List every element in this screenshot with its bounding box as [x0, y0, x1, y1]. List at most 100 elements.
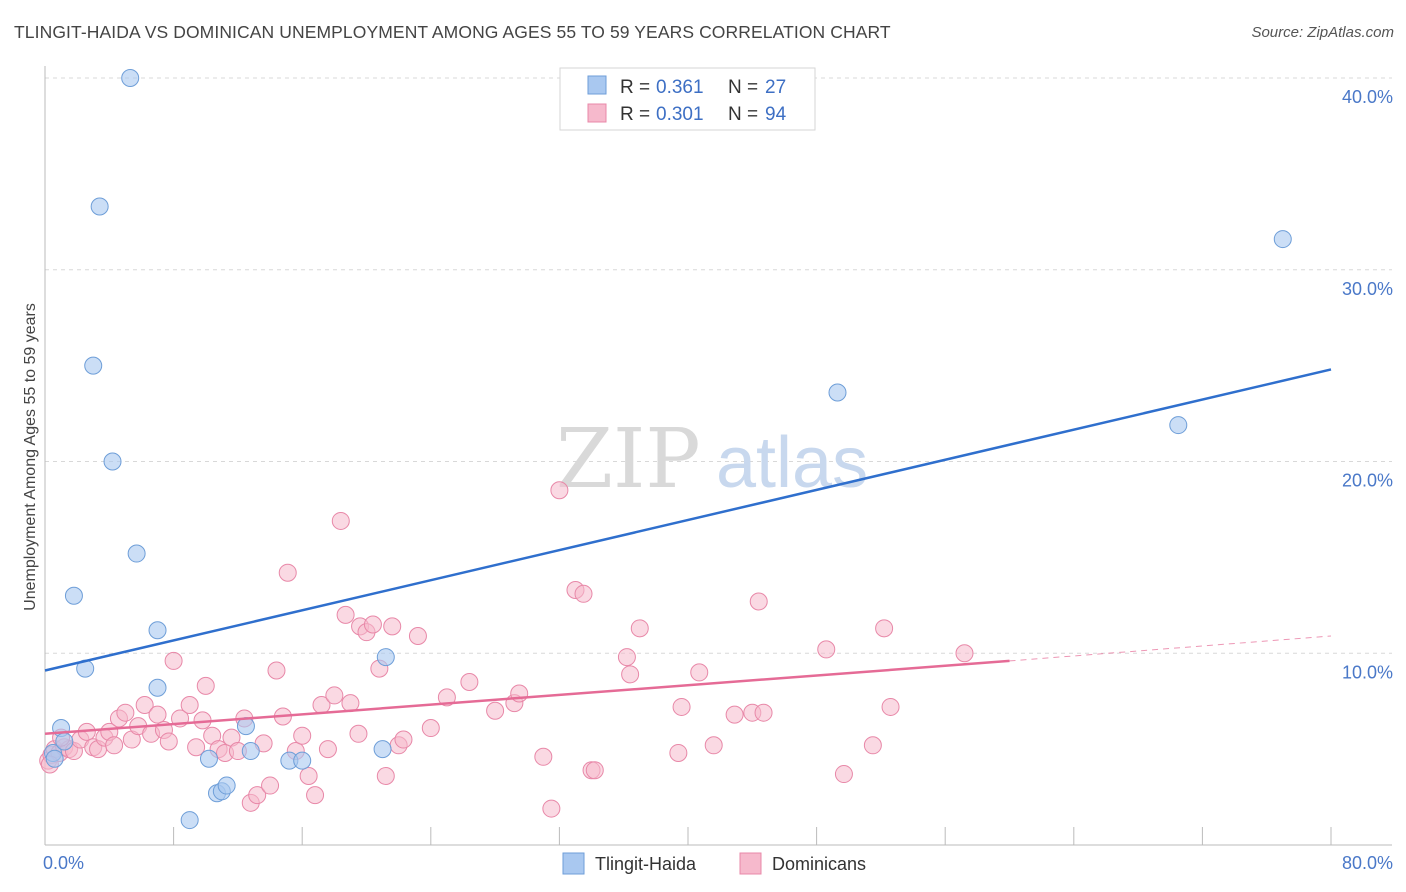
- data-point-tlingit-haida: [180, 811, 199, 830]
- x-tick-label: 0.0%: [43, 853, 84, 873]
- data-point-dominicans: [437, 688, 456, 707]
- legend-r-label-2: R =: [620, 104, 650, 125]
- data-point-dominicans: [408, 626, 427, 645]
- data-point-dominicans: [331, 511, 350, 530]
- data-point-dominicans: [164, 651, 183, 670]
- legend-n-label-1: N =: [728, 77, 758, 98]
- data-point-dominicans: [278, 563, 297, 582]
- data-point-tlingit-haida: [148, 678, 167, 697]
- x-tick-labels: 0.0% 80.0%: [43, 853, 1393, 873]
- data-point-dominicans: [349, 724, 368, 743]
- legend-n-value-2: 94: [765, 104, 787, 125]
- data-point-dominicans: [630, 619, 649, 638]
- axes: [44, 66, 1392, 846]
- data-point-dominicans: [486, 701, 505, 720]
- y-axis-label: Unemployment Among Ages 55 to 59 years: [22, 303, 39, 611]
- data-point-dominicans: [394, 730, 413, 749]
- data-point-dominicans: [585, 761, 604, 780]
- data-point-dominicans: [672, 697, 691, 716]
- bottom-legend-swatch-tlingit-haida: [562, 852, 585, 875]
- data-point-dominicans: [621, 665, 640, 684]
- trend-line-tlingit-haida: [44, 368, 1332, 672]
- data-point-dominicans: [148, 705, 167, 724]
- legend-swatch-dominicans: [587, 103, 607, 123]
- series-dominicans: [39, 481, 974, 818]
- trend-line-dominicans: [44, 659, 1010, 736]
- data-point-dominicans: [306, 786, 325, 805]
- data-point-tlingit-haida: [90, 197, 109, 216]
- data-point-dominicans: [159, 732, 178, 751]
- watermark-atlas: atlas: [716, 423, 868, 503]
- bottom-legend-label-dominicans: Dominicans: [772, 854, 866, 874]
- legend-r-value-1: 0.361: [656, 77, 704, 98]
- data-point-tlingit-haida: [217, 776, 236, 795]
- data-point-tlingit-haida: [828, 383, 847, 402]
- bottom-legend: Tlingit-Haida Dominicans: [562, 852, 866, 875]
- y-tick-label: 30.0%: [1342, 279, 1393, 299]
- series-tlingit-haida: [44, 69, 1292, 830]
- data-point-dominicans: [704, 736, 723, 755]
- data-point-dominicans: [955, 644, 974, 663]
- legend-swatch-tlingit-haida: [587, 75, 607, 95]
- data-point-tlingit-haida: [1273, 230, 1292, 249]
- data-point-tlingit-haida: [376, 648, 395, 667]
- source-label: Source: ZipAtlas.com: [1251, 24, 1394, 41]
- data-point-dominicans: [817, 640, 836, 659]
- data-point-dominicans: [187, 738, 206, 757]
- data-point-dominicans: [293, 726, 312, 745]
- data-point-dominicans: [261, 776, 280, 795]
- data-point-tlingit-haida: [64, 586, 83, 605]
- trend-line-dominicans-extension: [1009, 635, 1332, 662]
- trend-lines: [44, 368, 1332, 736]
- data-point-dominicans: [336, 605, 355, 624]
- data-point-tlingit-haida: [84, 356, 103, 375]
- data-point-dominicans: [669, 743, 688, 762]
- data-point-dominicans: [834, 765, 853, 784]
- data-point-tlingit-haida: [121, 69, 140, 87]
- legend-r-label-1: R =: [620, 77, 650, 98]
- y-tick-label: 40.0%: [1342, 87, 1393, 107]
- data-point-dominicans: [376, 766, 395, 785]
- data-point-dominicans: [363, 615, 382, 634]
- data-point-tlingit-haida: [199, 749, 218, 768]
- data-point-dominicans: [690, 663, 709, 682]
- x-tick-label: 80.0%: [1342, 853, 1393, 873]
- data-point-dominicans: [105, 736, 124, 755]
- legend-n-value-1: 27: [765, 77, 786, 98]
- data-point-dominicans: [617, 648, 636, 667]
- data-point-dominicans: [725, 705, 744, 724]
- data-point-dominicans: [299, 766, 318, 785]
- data-point-tlingit-haida: [55, 732, 74, 751]
- data-point-dominicans: [754, 703, 773, 722]
- y-tick-label: 20.0%: [1342, 471, 1393, 491]
- data-point-dominicans: [135, 696, 154, 715]
- data-point-dominicans: [196, 676, 215, 695]
- data-point-dominicans: [550, 481, 569, 500]
- legend-r-value-2: 0.301: [656, 104, 704, 125]
- data-point-dominicans: [421, 719, 440, 738]
- data-point-tlingit-haida: [241, 742, 260, 761]
- data-point-dominicans: [460, 673, 479, 692]
- data-point-dominicans: [574, 584, 593, 603]
- data-point-tlingit-haida: [293, 751, 312, 770]
- y-tick-labels: 10.0% 20.0% 30.0% 40.0%: [1342, 87, 1393, 682]
- data-point-dominicans: [116, 703, 135, 722]
- data-point-tlingit-haida: [45, 749, 64, 768]
- data-point-dominicans: [318, 740, 337, 759]
- data-point-dominicans: [749, 592, 768, 611]
- data-point-dominicans: [248, 786, 267, 805]
- y-tick-label: 10.0%: [1342, 662, 1393, 682]
- data-point-dominicans: [325, 686, 344, 705]
- data-point-dominicans: [383, 617, 402, 636]
- legend: R = 0.361 N = 27 R = 0.301 N = 94: [559, 67, 816, 131]
- legend-n-label-2: N =: [728, 104, 758, 125]
- data-point-dominicans: [863, 736, 882, 755]
- data-point-tlingit-haida: [1169, 416, 1188, 435]
- data-point-tlingit-haida: [127, 544, 146, 563]
- data-point-dominicans: [180, 696, 199, 715]
- data-point-dominicans: [881, 697, 900, 716]
- data-point-dominicans: [542, 799, 561, 818]
- chart-title: TLINGIT-HAIDA VS DOMINICAN UNEMPLOYMENT …: [14, 22, 891, 42]
- data-point-dominicans: [875, 619, 894, 638]
